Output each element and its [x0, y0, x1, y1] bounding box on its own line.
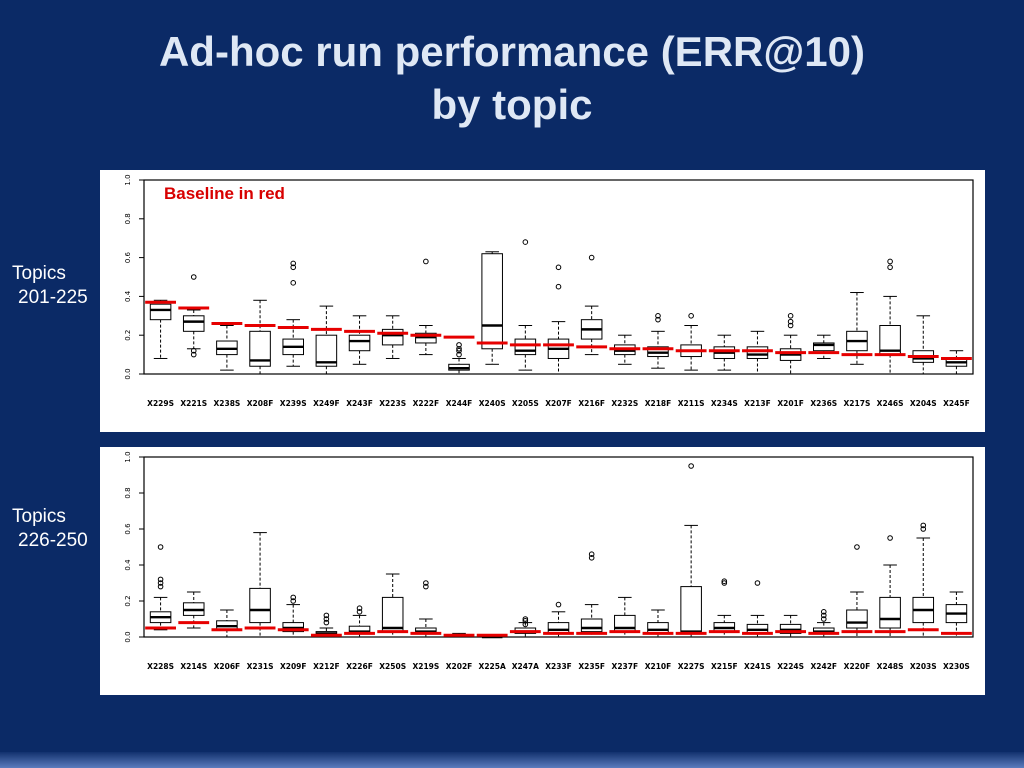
svg-text:X237F: X237F [612, 662, 639, 671]
svg-text:X217S: X217S [844, 399, 871, 408]
svg-text:X246S: X246S [877, 399, 904, 408]
svg-text:X225A: X225A [479, 662, 506, 671]
svg-text:0.4: 0.4 [124, 559, 132, 571]
svg-text:X211S: X211S [678, 399, 705, 408]
footer-band [0, 752, 1024, 768]
svg-text:X248S: X248S [877, 662, 904, 671]
svg-text:X204S: X204S [910, 399, 937, 408]
svg-text:0.6: 0.6 [124, 251, 132, 263]
svg-text:X205S: X205S [512, 399, 539, 408]
svg-text:X223S: X223S [379, 399, 406, 408]
svg-text:X222F: X222F [413, 399, 440, 408]
svg-text:0.4: 0.4 [124, 290, 132, 302]
boxplot-topics-226-250: 0.0 0.2 0.4 0.6 0.8 1.0 X228S X214S X206F X231S X2… [124, 451, 974, 671]
page-title-line2: by topic [431, 80, 593, 128]
svg-text:X235F: X235F [578, 662, 605, 671]
svg-text:X219S: X219S [412, 662, 439, 671]
topics-label-top-line1: Topics [12, 263, 66, 284]
svg-text:X240S: X240S [479, 399, 506, 408]
svg-text:X218F: X218F [645, 399, 672, 408]
svg-text:0.2: 0.2 [124, 330, 132, 341]
topics-label-201-225: Topics 201-225 [12, 262, 88, 310]
svg-text:X213F: X213F [744, 399, 771, 408]
svg-text:X236S: X236S [810, 399, 837, 408]
svg-text:X250S: X250S [379, 662, 406, 671]
svg-text:X233F: X233F [545, 662, 572, 671]
svg-text:X206F: X206F [214, 662, 241, 671]
topics-label-226-250: Topics 226-250 [12, 505, 88, 553]
svg-text:X209F: X209F [280, 662, 307, 671]
svg-text:X207F: X207F [545, 399, 572, 408]
svg-text:0.0: 0.0 [124, 368, 132, 379]
svg-text:X221S: X221S [180, 399, 207, 408]
svg-text:0.2: 0.2 [124, 595, 132, 606]
svg-text:X232S: X232S [611, 399, 638, 408]
page-title: Ad-hoc run performance (ERR@10) by topic [0, 26, 1024, 131]
topics-label-bottom-line1: Topics [12, 506, 66, 527]
svg-text:X210F: X210F [645, 662, 672, 671]
chart-panel-topics-226-250: 0.0 0.2 0.4 0.6 0.8 1.0 X228S X214S X206F X231S X2… [100, 447, 985, 695]
svg-text:X239S: X239S [280, 399, 307, 408]
svg-text:X245F: X245F [943, 399, 970, 408]
svg-text:X249F: X249F [313, 399, 340, 408]
svg-text:X228S: X228S [147, 662, 174, 671]
svg-text:0.8: 0.8 [124, 213, 132, 224]
topics-label-bottom-line2: 226-250 [18, 529, 88, 551]
svg-text:X212F: X212F [313, 662, 340, 671]
chart-panel-topics-201-225: Baseline in red 0.0 0.2 0.4 0.6 0.8 1.0 X229S X… [100, 170, 985, 432]
svg-text:X208F: X208F [247, 399, 274, 408]
svg-text:X224S: X224S [777, 662, 804, 671]
svg-text:X242F: X242F [810, 662, 837, 671]
page-title-line1: Ad-hoc run performance (ERR@10) [158, 28, 866, 75]
svg-text:X216F: X216F [578, 399, 605, 408]
svg-text:0.6: 0.6 [124, 523, 132, 535]
svg-text:X201F: X201F [777, 399, 804, 408]
baseline-annotation: Baseline in red [164, 184, 285, 203]
svg-text:X214S: X214S [180, 662, 207, 671]
svg-text:X234S: X234S [711, 399, 738, 408]
boxplot-topics-201-225: 0.0 0.2 0.4 0.6 0.8 1.0 X229S X221S X238S X208F X2… [124, 174, 974, 408]
svg-text:X243F: X243F [346, 399, 373, 408]
svg-text:X230S: X230S [943, 662, 970, 671]
svg-text:1.0: 1.0 [124, 174, 132, 185]
svg-text:X226F: X226F [346, 662, 373, 671]
svg-text:X241S: X241S [744, 662, 771, 671]
svg-text:0.8: 0.8 [124, 487, 132, 498]
svg-text:X238S: X238S [213, 399, 240, 408]
svg-text:X244F: X244F [446, 399, 473, 408]
svg-text:X203S: X203S [910, 662, 937, 671]
svg-text:X220F: X220F [844, 662, 871, 671]
svg-text:X229S: X229S [147, 399, 174, 408]
svg-text:X202F: X202F [446, 662, 473, 671]
svg-text:0.0: 0.0 [124, 631, 132, 642]
svg-text:X215F: X215F [711, 662, 738, 671]
svg-text:X231S: X231S [247, 662, 274, 671]
topics-label-top-line2: 201-225 [18, 286, 88, 308]
svg-text:X227S: X227S [678, 662, 705, 671]
svg-text:1.0: 1.0 [124, 451, 132, 462]
svg-text:X247A: X247A [512, 662, 539, 671]
